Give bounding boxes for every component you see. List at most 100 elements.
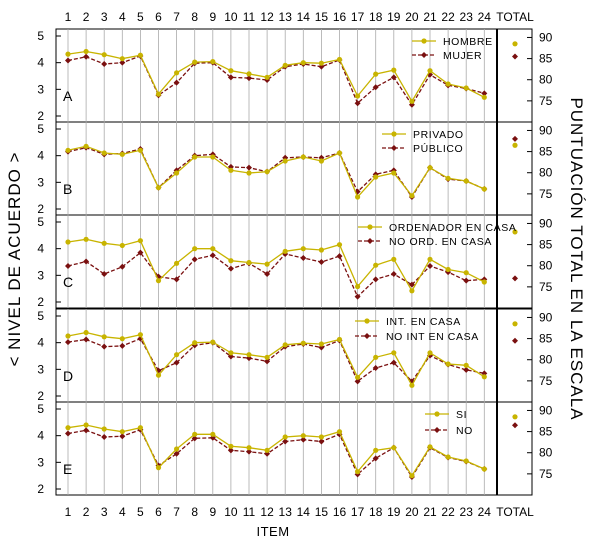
right-tick-label: 85	[539, 425, 553, 439]
data-point	[391, 445, 397, 451]
series-line	[67, 55, 485, 107]
data-point	[101, 240, 107, 246]
data-point	[155, 465, 162, 471]
total-label-bottom: TOTAL	[496, 505, 534, 519]
data-point	[264, 358, 271, 365]
panel-letter: E	[63, 461, 72, 477]
right-tick-label: 90	[539, 403, 553, 417]
data-point	[174, 260, 180, 266]
data-point	[137, 147, 143, 153]
data-point	[463, 362, 469, 368]
right-tick-label: 85	[539, 52, 553, 66]
data-point	[137, 238, 143, 244]
data-point	[264, 271, 271, 277]
data-point	[391, 350, 397, 356]
data-point	[427, 68, 433, 74]
data-point	[210, 246, 216, 252]
x-tick-label-bottom: 24	[478, 505, 492, 519]
data-point	[372, 84, 379, 91]
data-point	[264, 74, 270, 80]
data-point	[227, 353, 234, 360]
data-point	[83, 336, 90, 343]
data-point	[391, 170, 397, 176]
total-point	[512, 414, 518, 420]
data-point	[228, 443, 234, 449]
data-point	[318, 158, 324, 164]
x-tick-label-bottom: 8	[191, 505, 198, 519]
data-point	[373, 262, 379, 268]
panel-frames	[55, 28, 533, 496]
data-point	[282, 62, 288, 68]
legend-label: MUJER	[443, 50, 482, 62]
data-point	[83, 422, 89, 428]
left-tick-label: 5	[37, 309, 44, 323]
x-tick-label-bottom: 15	[315, 505, 329, 519]
left-tick-label: 3	[37, 455, 44, 469]
legend-label: SI	[456, 409, 467, 421]
data-point	[192, 340, 198, 346]
data-point	[119, 151, 125, 157]
data-point	[119, 336, 125, 342]
data-point	[391, 256, 397, 262]
data-point	[336, 336, 343, 343]
data-point	[427, 165, 433, 171]
data-point	[300, 433, 306, 439]
data-point	[119, 59, 126, 66]
legend-label: ORDENADOR EN CASA	[389, 222, 516, 234]
data-point	[318, 60, 324, 66]
right-tick-label: 80	[539, 446, 553, 460]
series-line	[67, 145, 485, 199]
data-point	[445, 175, 451, 181]
series-line	[67, 428, 485, 479]
data-point	[246, 75, 252, 82]
data-point	[174, 352, 180, 358]
data-point	[336, 150, 343, 156]
x-tick-label-bottom: 16	[333, 505, 347, 519]
data-point	[300, 255, 307, 261]
series-line	[67, 331, 485, 387]
data-point	[101, 343, 108, 350]
data-point	[173, 359, 180, 366]
data-point	[463, 458, 469, 464]
right-tick-label: 90	[539, 310, 553, 324]
data-point	[300, 436, 307, 443]
legend-marker	[391, 145, 397, 151]
data-point	[246, 448, 252, 455]
data-point	[372, 365, 379, 371]
data-point	[390, 271, 397, 277]
left-tick-label: 2	[37, 202, 44, 216]
data-point	[354, 378, 361, 385]
axis-ticks	[56, 35, 532, 490]
data-point	[101, 52, 107, 58]
x-tick-label-bottom: 9	[209, 505, 216, 519]
x-tick-label-bottom: 18	[369, 505, 383, 519]
x-tick-label-top: 19	[387, 10, 401, 24]
left-tick-label: 5	[37, 122, 44, 136]
data-point	[119, 56, 125, 62]
data-point	[119, 342, 126, 349]
right-tick-label: 90	[539, 216, 553, 230]
data-point	[354, 100, 361, 107]
x-tick-label-bottom: 23	[460, 505, 474, 519]
x-tick-label-top: 3	[101, 10, 108, 24]
data-point	[65, 333, 71, 339]
total-point	[512, 321, 518, 327]
x-tick-label-top: 1	[65, 10, 72, 24]
x-tick-label-top: 21	[423, 10, 437, 24]
data-point	[83, 427, 90, 434]
data-point	[300, 154, 306, 160]
right-tick-label: 75	[539, 467, 553, 481]
data-point	[101, 61, 108, 67]
left-tick-label: 4	[37, 56, 44, 70]
x-tick-label-top: 24	[478, 10, 492, 24]
panel-letter: B	[63, 181, 72, 197]
data-point	[119, 433, 126, 440]
data-point	[210, 431, 216, 437]
legend-marker	[364, 333, 370, 339]
series-line	[67, 337, 485, 383]
data-point	[137, 425, 143, 431]
x-tick-label-bottom: 11	[243, 505, 256, 519]
data-point	[445, 361, 451, 367]
data-point	[101, 271, 108, 277]
